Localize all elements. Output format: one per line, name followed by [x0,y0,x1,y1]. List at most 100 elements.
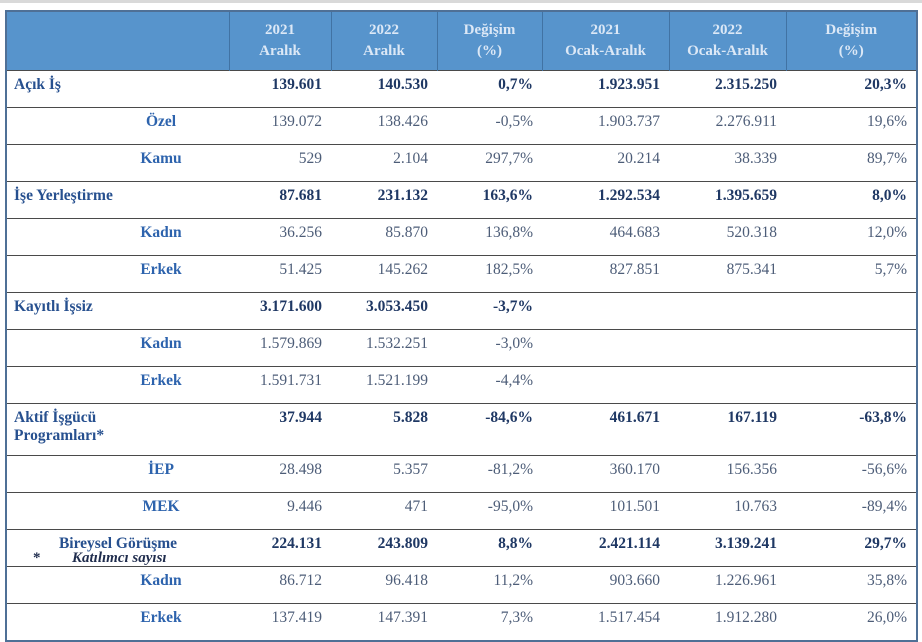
value-cell: 3.139.241 [669,529,786,567]
value-cell: 0,7% [437,70,542,108]
table-row: Erkek 51.425 145.262 182,5% 827.851 875.341 5,… [6,255,917,293]
table-row: Kadın 36.256 85.870 136,8% 464.683 520.318 12,… [6,218,917,256]
value-cell: 89,7% [786,144,917,182]
value-cell: 137.419 [229,603,331,641]
value-cell: 29,7% [786,529,917,567]
value-cell: 1.292.534 [542,181,669,219]
value-cell: 156.356 [669,455,786,493]
value-cell: 36.256 [229,218,331,256]
value-cell: 9.446 [229,492,331,530]
value-cell: -63,8% [786,403,917,456]
table-row: MEK 9.446 471 -95,0% 101.501 10.763 -89,4% [6,492,917,530]
table-row: İşe Yerleştirme 87.681 231.132 163,6% 1.292.… [6,181,917,219]
row-label: Kadın [6,329,229,367]
statistics-table-wrap: 2021 Aralık 2022 Aralık Değişim (%) 2021 Oc… [5,10,918,642]
value-cell: 20.214 [542,144,669,182]
value-cell: 231.132 [331,181,437,219]
row-label: Açık İş [6,70,229,108]
row-label: İEP [6,455,229,493]
value-cell: 12,0% [786,218,917,256]
value-cell [542,366,669,404]
value-cell: 139.072 [229,107,331,145]
header-cell: 2021 Ocak-Aralık [541,11,669,71]
row-label: Kadın [6,566,229,604]
header-cell: Değişim (%) [436,11,542,71]
value-cell: 138.426 [331,107,437,145]
value-cell: -95,0% [437,492,542,530]
value-cell: 1.579.869 [229,329,331,367]
value-cell [786,366,917,404]
footnote-text: Katılımcı sayısı [72,550,167,566]
header-cell: 2022 Aralık [330,11,437,71]
value-cell: 1.912.280 [669,603,786,641]
header-cell: 2021 Aralık [228,11,331,71]
value-cell: 28.498 [229,455,331,493]
table-row: Açık İş 139.601 140.530 0,7% 1.923.951 2.315.… [6,70,917,108]
value-cell: 182,5% [437,255,542,293]
table-row: Kamu 529 2.104 297,7% 20.214 38.339 89,7% [6,144,917,182]
value-cell: -0,5% [437,107,542,145]
row-label: Kamu [6,144,229,182]
value-cell: 360.170 [542,455,669,493]
value-cell: 5,7% [786,255,917,293]
value-cell [786,292,917,330]
table-header: 2021 Aralık 2022 Aralık Değişim (%) 2021 Oc… [6,11,917,71]
table-row: Aktif İşgücü Programları* 37.944 5.828 -84,… [6,403,917,456]
value-cell: 875.341 [669,255,786,293]
table-row: Kadın 86.712 96.418 11,2% 903.660 1.226.961 35… [6,566,917,604]
table-row: Özel 139.072 138.426 -0,5% 1.903.737 2.276.91… [6,107,917,145]
value-cell: 8,0% [786,181,917,219]
row-label: Erkek [6,603,229,641]
value-cell: 167.119 [669,403,786,456]
value-cell: 827.851 [542,255,669,293]
value-cell: 903.660 [542,566,669,604]
value-cell: 85.870 [331,218,437,256]
table-row: Kayıtlı İşsiz 3.171.600 3.053.450 -3,7% [6,292,917,330]
value-cell: 5.357 [331,455,437,493]
value-cell: 26,0% [786,603,917,641]
row-label: Aktif İşgücü Programları* [6,403,229,456]
value-cell: 520.318 [669,218,786,256]
row-label: Kayıtlı İşsiz [6,292,229,330]
row-label: İşe Yerleştirme [6,181,229,219]
value-cell [542,329,669,367]
value-cell: 464.683 [542,218,669,256]
footnote-marker: * [33,550,41,566]
value-cell: 1.532.251 [331,329,437,367]
table-row: Erkek 1.591.731 1.521.199 -4,4% [6,366,917,404]
value-cell: 471 [331,492,437,530]
value-cell: 145.262 [331,255,437,293]
value-cell [786,329,917,367]
value-cell [669,366,786,404]
footnote: * Katılımcı sayısı [0,550,922,572]
value-cell: 1.591.731 [229,366,331,404]
value-cell: -56,6% [786,455,917,493]
value-cell: 1.521.199 [331,366,437,404]
value-cell: 20,3% [786,70,917,108]
value-cell [669,329,786,367]
value-cell: -84,6% [437,403,542,456]
value-cell: -3,0% [437,329,542,367]
value-cell: 8,8% [437,529,542,567]
value-cell: 461.671 [542,403,669,456]
value-cell: 10.763 [669,492,786,530]
value-cell: 87.681 [229,181,331,219]
value-cell: 1.903.737 [542,107,669,145]
value-cell: 7,3% [437,603,542,641]
value-cell: 51.425 [229,255,331,293]
value-cell: 101.501 [542,492,669,530]
value-cell: -81,2% [437,455,542,493]
value-cell [542,292,669,330]
value-cell: 1.923.951 [542,70,669,108]
value-cell: 224.131 [229,529,331,567]
value-cell: -89,4% [786,492,917,530]
table-row: Kadın 1.579.869 1.532.251 -3,0% [6,329,917,367]
table-row: İEP 28.498 5.357 -81,2% 360.170 156.356 -56,6% [6,455,917,493]
value-cell: 139.601 [229,70,331,108]
row-label: Kadın [6,218,229,256]
row-label: Erkek [6,255,229,293]
value-cell: 140.530 [331,70,437,108]
value-cell: 1.395.659 [669,181,786,219]
value-cell: 38.339 [669,144,786,182]
value-cell: 136,8% [437,218,542,256]
